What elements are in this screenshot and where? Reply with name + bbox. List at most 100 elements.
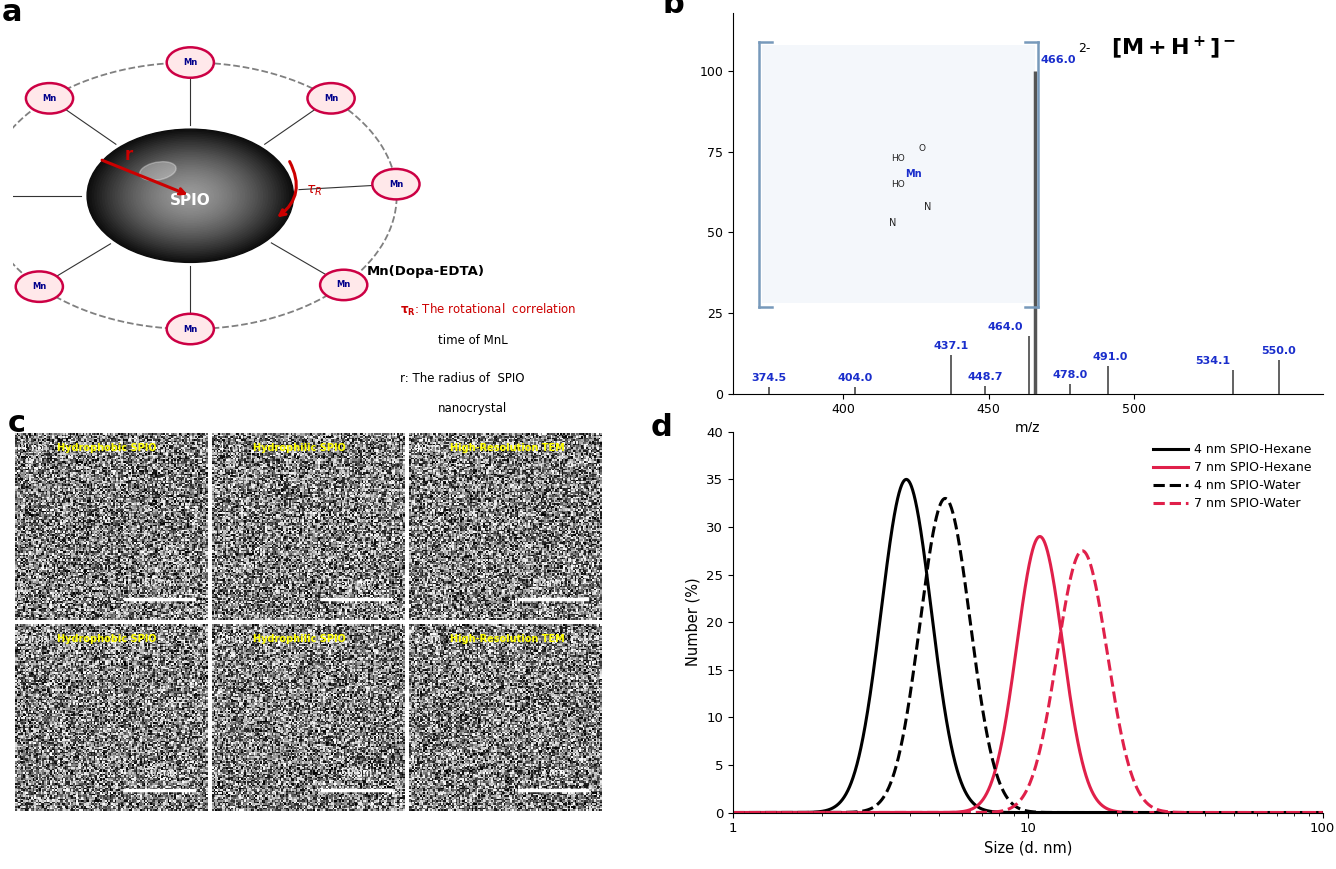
7 nm SPIO-Water [725, 807, 741, 818]
Circle shape [321, 269, 367, 300]
FancyBboxPatch shape [762, 45, 1035, 303]
Text: 404.0: 404.0 [838, 374, 872, 383]
Circle shape [142, 164, 239, 228]
7 nm SPIO-Hexane [1303, 807, 1319, 818]
7 nm SPIO-Hexane [827, 807, 843, 818]
Text: Hydrophobic SPIO: Hydrophobic SPIO [56, 443, 156, 454]
4 nm SPIO-Water [951, 539, 967, 549]
Circle shape [186, 192, 195, 199]
Circle shape [307, 83, 354, 114]
Text: N: N [923, 202, 931, 212]
Circle shape [188, 194, 192, 197]
Text: 7 nm: 7 nm [414, 634, 441, 644]
7 nm SPIO-Water [1074, 546, 1090, 556]
Circle shape [134, 159, 247, 232]
4 nm SPIO-Hexane [1303, 807, 1319, 818]
Text: 491.0: 491.0 [1093, 353, 1128, 362]
Circle shape [95, 134, 286, 257]
Circle shape [162, 177, 219, 214]
Line: 7 nm SPIO-Water: 7 nm SPIO-Water [733, 551, 1323, 813]
Text: 2 nm: 2 nm [541, 578, 565, 588]
Text: Mn: Mn [323, 94, 338, 103]
Text: 3 nm: 3 nm [541, 768, 565, 779]
4 nm SPIO-Hexane [827, 801, 843, 812]
Y-axis label: Number (%): Number (%) [685, 578, 700, 667]
Circle shape [183, 191, 198, 201]
Circle shape [172, 184, 208, 208]
7 nm SPIO-Water [1303, 807, 1319, 818]
4 nm SPIO-Hexane [792, 807, 808, 818]
Text: r: r [124, 146, 132, 163]
Circle shape [100, 137, 281, 254]
Circle shape [103, 139, 278, 252]
Circle shape [180, 189, 200, 202]
Text: 464.0: 464.0 [987, 322, 1023, 332]
Text: 7 nm: 7 nm [21, 634, 48, 644]
Circle shape [108, 143, 273, 249]
7 nm SPIO-Hexane [1315, 807, 1331, 818]
Text: Mn(Dopa-EDTA): Mn(Dopa-EDTA) [367, 265, 485, 278]
Circle shape [111, 144, 270, 248]
Circle shape [112, 146, 267, 246]
Text: 50 nm: 50 nm [341, 768, 371, 779]
Text: 50 nm: 50 nm [144, 578, 175, 588]
Circle shape [167, 47, 214, 77]
Circle shape [175, 186, 206, 206]
Circle shape [106, 141, 275, 251]
Text: Mn: Mn [183, 58, 198, 67]
Text: 50 nm: 50 nm [144, 768, 175, 779]
Text: nanocrystal: nanocrystal [438, 402, 508, 415]
Text: Hydrophilic SPIO: Hydrophilic SPIO [254, 443, 346, 454]
4 nm SPIO-Water [977, 717, 993, 727]
Text: $\mathbf{[M+H^+]^-}$: $\mathbf{[M+H^+]^-}$ [1110, 35, 1236, 62]
Text: $\tau_R$: $\tau_R$ [306, 183, 322, 197]
Text: 534.1: 534.1 [1194, 355, 1230, 366]
Text: a: a [1, 0, 23, 27]
Text: Mn: Mn [337, 281, 351, 289]
7 nm SPIO-Water [951, 807, 967, 818]
Text: High-Resolution TEM: High-Resolution TEM [450, 443, 565, 454]
Circle shape [154, 172, 226, 219]
Text: 4 nm: 4 nm [218, 443, 244, 454]
4 nm SPIO-Water [1315, 807, 1331, 818]
Text: SPIO: SPIO [170, 193, 211, 208]
Legend: 4 nm SPIO-Hexane, 7 nm SPIO-Hexane, 4 nm SPIO-Water, 7 nm SPIO-Water: 4 nm SPIO-Hexane, 7 nm SPIO-Hexane, 4 nm… [1148, 438, 1316, 515]
Circle shape [164, 179, 216, 212]
7 nm SPIO-Hexane [1031, 531, 1047, 541]
Text: Inten.: Inten. [685, 0, 724, 2]
Text: 4 nm: 4 nm [414, 443, 441, 454]
Text: c: c [8, 409, 25, 438]
Circle shape [167, 181, 214, 211]
7 nm SPIO-Water [1315, 807, 1331, 818]
Circle shape [90, 131, 291, 261]
Text: O: O [918, 144, 926, 153]
Circle shape [120, 151, 261, 241]
Text: $\mathbf{\tau_R}$: The rotational  correlation: $\mathbf{\tau_R}$: The rotational correl… [399, 302, 576, 318]
Text: 374.5: 374.5 [752, 374, 787, 383]
Circle shape [159, 176, 222, 216]
Text: N: N [888, 218, 896, 228]
4 nm SPIO-Hexane [898, 474, 914, 485]
4 nm SPIO-Water [792, 807, 808, 818]
Text: 7 nm: 7 nm [218, 634, 244, 644]
Circle shape [167, 314, 214, 344]
7 nm SPIO-Water [1240, 807, 1256, 818]
Circle shape [87, 129, 294, 262]
Text: Mn: Mn [183, 324, 198, 334]
Text: HO: HO [891, 180, 906, 189]
Circle shape [136, 161, 244, 231]
Text: 50 nm: 50 nm [341, 578, 371, 588]
7 nm SPIO-Water [792, 807, 808, 818]
Text: 448.7: 448.7 [967, 372, 1002, 381]
7 nm SPIO-Water [827, 807, 843, 818]
4 nm SPIO-Hexane [725, 807, 741, 818]
Circle shape [156, 174, 224, 217]
Circle shape [115, 148, 265, 244]
Line: 4 nm SPIO-Hexane: 4 nm SPIO-Hexane [733, 480, 1323, 813]
7 nm SPIO-Hexane [1240, 807, 1256, 818]
Circle shape [118, 149, 263, 242]
Text: 478.0: 478.0 [1053, 370, 1088, 381]
Circle shape [151, 171, 228, 221]
Text: time of MnL: time of MnL [438, 334, 508, 347]
Text: r: The radius of  SPIO: r: The radius of SPIO [399, 372, 524, 385]
